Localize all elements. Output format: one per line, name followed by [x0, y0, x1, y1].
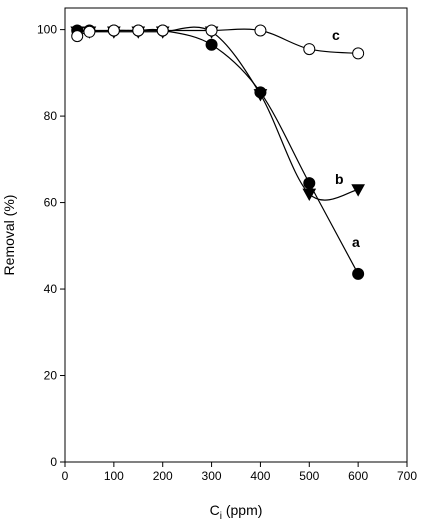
y-tick-label: 100	[37, 23, 57, 37]
series-label-b: b	[335, 171, 344, 187]
series-line-a	[77, 28, 359, 275]
x-axis-label-subscript: i	[220, 511, 222, 522]
y-tick-label: 40	[44, 282, 58, 296]
x-tick-label: 100	[104, 469, 124, 483]
data-point-c	[254, 24, 267, 37]
y-tick-label: 0	[50, 455, 57, 469]
data-point-b	[302, 188, 317, 201]
data-point-a	[352, 267, 365, 280]
series-markers	[70, 24, 365, 280]
y-tick-label: 20	[44, 369, 58, 383]
x-axis-label-main: C	[210, 502, 220, 518]
x-tick-label: 0	[62, 469, 69, 483]
data-point-c	[156, 24, 169, 37]
x-tick-label: 200	[153, 469, 173, 483]
data-point-a	[303, 177, 316, 190]
y-tick-label: 60	[44, 196, 58, 210]
x-tick-label: 400	[250, 469, 270, 483]
x-axis-label-unit: (ppm)	[222, 502, 262, 518]
axis-ticks: 0 100 200 300 400 500 600 700 0 20 40 60 80 100	[37, 23, 417, 483]
data-point-c	[303, 43, 316, 56]
plot-frame	[64, 7, 408, 463]
data-point-a	[205, 38, 218, 51]
data-point-c	[83, 25, 96, 38]
series-curves	[76, 26, 359, 275]
x-tick-label: 300	[202, 469, 222, 483]
data-point-b	[253, 89, 268, 102]
data-point-c	[352, 47, 365, 60]
series-line-b	[77, 26, 359, 201]
data-point-c	[205, 24, 218, 37]
y-tick-label: 80	[44, 109, 58, 123]
x-tick-label: 700	[397, 469, 417, 483]
data-point-b	[351, 184, 365, 197]
series-label-a: a	[352, 234, 360, 250]
x-tick-label: 500	[299, 469, 319, 483]
x-axis-label: Ci (ppm)	[210, 502, 263, 522]
y-axis-label: Removal (%)	[1, 195, 17, 276]
data-point-c	[71, 30, 84, 43]
x-tick-label: 600	[348, 469, 368, 483]
series-label-c: c	[332, 27, 340, 43]
data-point-c	[107, 24, 120, 37]
data-point-c	[132, 24, 145, 37]
